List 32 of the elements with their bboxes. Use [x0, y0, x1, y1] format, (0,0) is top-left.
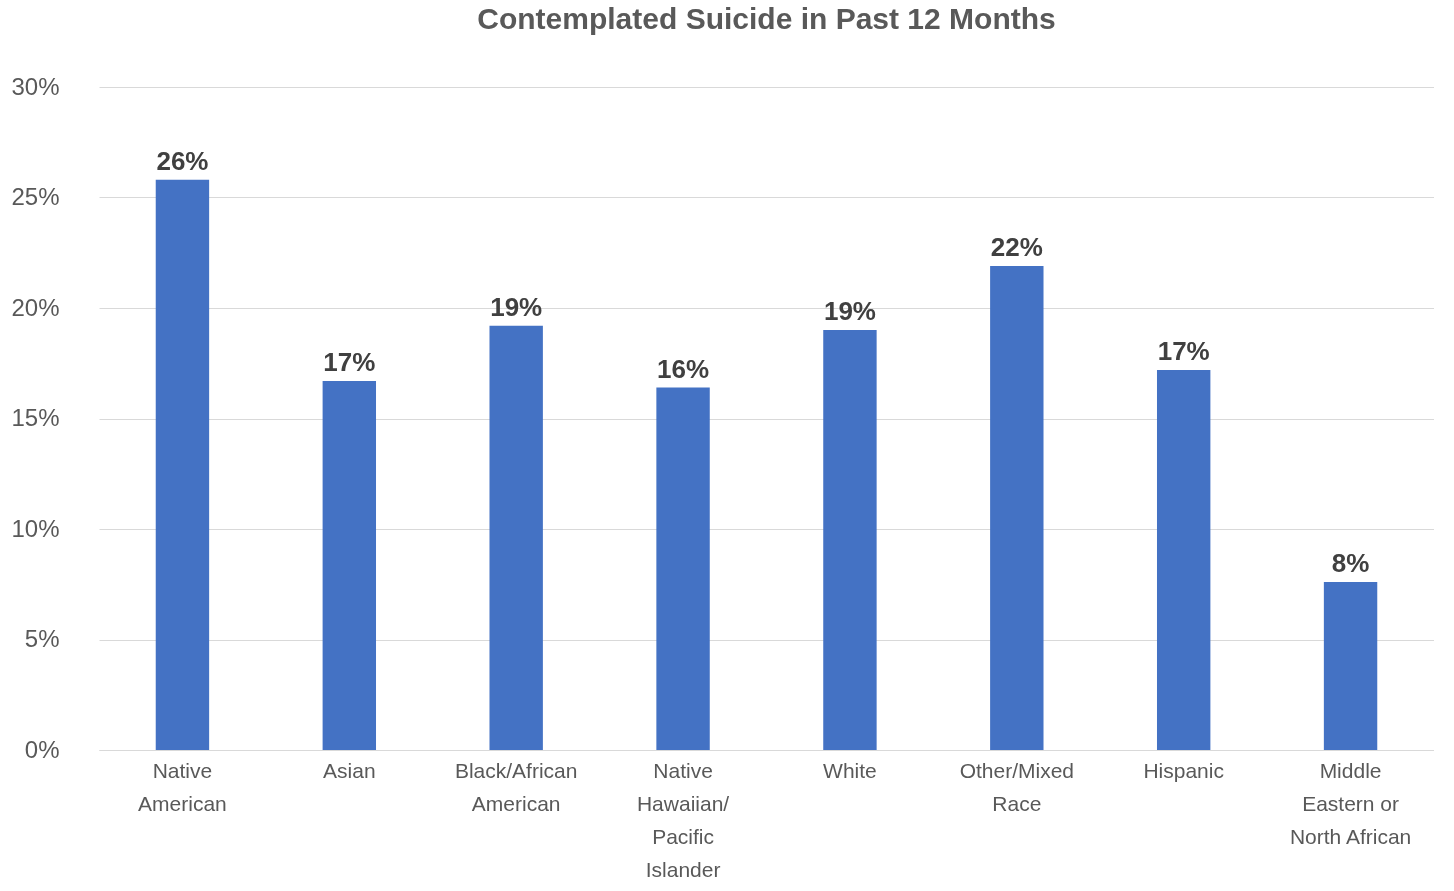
bar — [322, 380, 377, 750]
x-tick-label: Native Hawaiian/ Pacific Islander — [636, 758, 730, 881]
bar — [656, 387, 710, 750]
y-tick-label: 10% — [11, 514, 60, 542]
bar — [990, 266, 1044, 750]
y-tick-label: 0% — [24, 735, 60, 763]
y-tick-label: 20% — [11, 293, 60, 321]
data-label: 16% — [657, 353, 710, 384]
data-label: 8% — [1331, 548, 1370, 579]
data-label: 22% — [990, 232, 1043, 263]
x-tick-label: Black/African American — [454, 758, 578, 815]
y-tick-label: 15% — [11, 404, 60, 431]
bar — [489, 325, 543, 750]
y-tick-label: 25% — [11, 183, 60, 210]
data-label: 19% — [490, 291, 543, 322]
data-label: 17% — [1157, 335, 1210, 366]
x-tick-label: White — [823, 758, 877, 782]
x-tick-label: Other/Mixed Race — [959, 758, 1074, 815]
x-tick-label: Hispanic — [1143, 758, 1224, 782]
x-tick-label: Middle Eastern or North African — [1289, 758, 1412, 848]
bar — [1156, 369, 1211, 750]
chart-title: Contemplated Suicide in Past 12 Months — [477, 2, 1056, 35]
data-label: 19% — [823, 296, 876, 327]
x-tick-label: Asian — [323, 758, 376, 782]
data-label: 26% — [156, 145, 209, 176]
bar — [823, 330, 877, 750]
y-tick-label: 5% — [24, 625, 60, 652]
bar — [155, 179, 210, 750]
y-tick-label: 30% — [11, 72, 60, 100]
x-tick-label: Native American — [138, 758, 227, 815]
data-label: 17% — [323, 346, 376, 377]
bar — [1323, 582, 1378, 750]
